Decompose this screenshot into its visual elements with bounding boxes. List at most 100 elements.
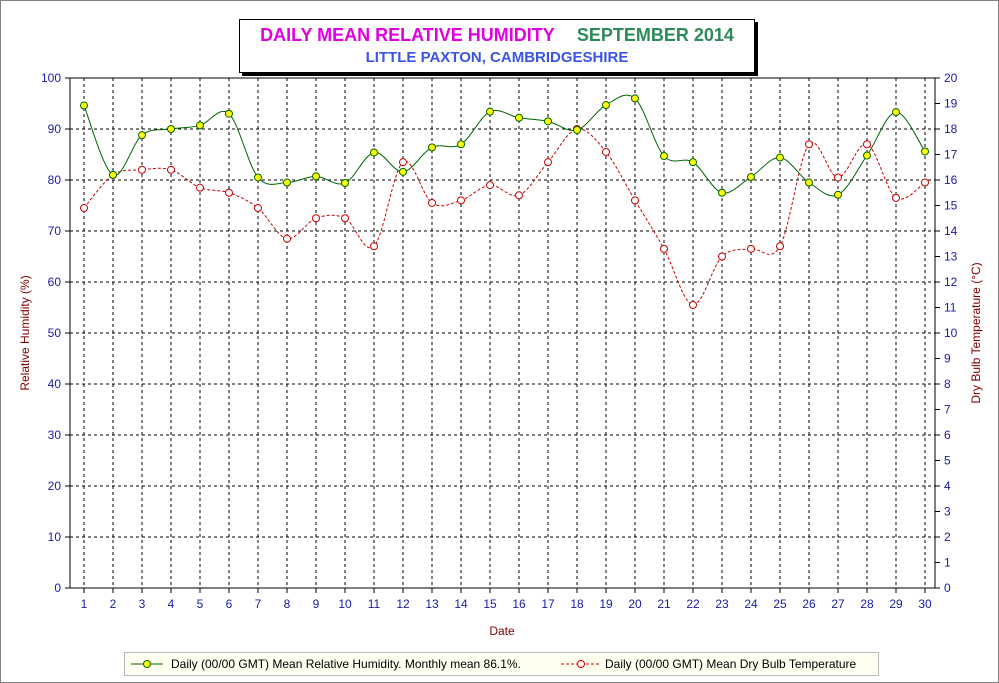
temperature-point [283, 234, 291, 243]
chart-title: DAILY MEAN RELATIVE HUMIDITY SEPTEMBER 20… [240, 25, 754, 46]
x-tick-label: 26 [802, 597, 816, 611]
y2-tick-label: 9 [944, 352, 951, 366]
humidity-point [80, 101, 88, 110]
humidity-point [312, 172, 320, 181]
temperature-point [167, 165, 175, 174]
y-tick-label: 50 [48, 326, 62, 340]
y2-tick-label: 11 [944, 301, 957, 315]
y-axis-label: Relative Humidity (%) [18, 275, 32, 390]
x-tick-label: 14 [454, 597, 468, 611]
temperature-point [196, 183, 204, 192]
x-tick-label: 23 [715, 597, 729, 611]
x-tick-label: 28 [860, 597, 874, 611]
legend: Daily (00/00 GMT) Mean Relative Humidity… [124, 652, 879, 676]
x-tick-label: 5 [197, 597, 204, 611]
humidity-point [892, 108, 900, 117]
y2-tick-label: 10 [944, 326, 958, 340]
humidity-point [370, 148, 378, 157]
x-tick-label: 25 [773, 597, 787, 611]
humidity-point [138, 131, 146, 140]
humidity-point [196, 121, 204, 130]
legend-temperature-label: Daily (00/00 GMT) Mean Dry Bulb Temperat… [605, 657, 857, 671]
x-tick-label: 29 [889, 597, 903, 611]
temperature-point [747, 244, 755, 253]
temperature-point [399, 158, 407, 167]
y2-tick-label: 12 [944, 275, 958, 289]
humidity-point [486, 107, 494, 116]
x-tick-label: 18 [570, 597, 584, 611]
humidity-point [515, 113, 523, 122]
y-tick-label: 60 [48, 275, 62, 289]
y2-axis-label: Dry Bulb Temperature (°C) [969, 262, 983, 403]
temperature-point [631, 196, 639, 205]
temperature-point [486, 181, 494, 190]
humidity-point [428, 143, 436, 152]
temperature-point [225, 188, 233, 197]
x-tick-label: 20 [628, 597, 642, 611]
humidity-point [921, 147, 929, 156]
humidity-point [747, 172, 755, 181]
chart-title-month: SEPTEMBER 2014 [576, 25, 734, 45]
x-tick-label: 24 [744, 597, 758, 611]
temperature-line [83, 128, 926, 306]
temperature-point [515, 191, 523, 200]
y-tick-label: 40 [48, 377, 62, 391]
temperature-point [254, 204, 262, 213]
temperature-point [776, 242, 784, 251]
x-tick-label: 2 [110, 597, 117, 611]
humidity-point [254, 173, 262, 182]
temperature-point [834, 173, 842, 182]
y2-tick-label: 20 [944, 71, 958, 85]
y-tick-label: 0 [54, 581, 61, 595]
temperature-point [689, 300, 697, 309]
humidity-point [544, 117, 552, 126]
y2-tick-label: 5 [944, 454, 951, 468]
x-tick-label: 22 [686, 597, 700, 611]
y2-tick-label: 2 [944, 530, 951, 544]
y2-tick-label: 15 [944, 199, 958, 213]
humidity-point [602, 101, 610, 110]
x-tick-label: 15 [483, 597, 497, 611]
x-axis-label: Date [489, 624, 515, 638]
x-tick-label: 21 [657, 597, 671, 611]
humidity-line [83, 94, 926, 197]
humidity-point [341, 179, 349, 188]
temperature-point [718, 252, 726, 261]
humidity-point [834, 190, 842, 199]
x-tick-label: 1 [81, 597, 88, 611]
x-tick-label: 3 [139, 597, 146, 611]
y2-tick-label: 4 [944, 479, 951, 493]
temperature-point [892, 193, 900, 202]
chart-title-main: DAILY MEAN RELATIVE HUMIDITY [260, 25, 555, 45]
x-tick-label: 10 [338, 597, 352, 611]
temperature-point [80, 204, 88, 213]
humidity-point [718, 188, 726, 197]
y2-tick-label: 18 [944, 122, 958, 136]
x-tick-label: 19 [599, 597, 613, 611]
temperature-point [863, 140, 871, 149]
x-tick-label: 9 [313, 597, 320, 611]
y2-tick-label: 3 [944, 505, 951, 519]
x-tick-label: 13 [425, 597, 439, 611]
temperature-point [138, 165, 146, 174]
temperature-point [341, 214, 349, 223]
y2-tick-label: 8 [944, 377, 951, 391]
y-tick-label: 90 [48, 122, 62, 136]
y-tick-label: 20 [48, 479, 62, 493]
humidity-point [457, 140, 465, 149]
y-tick-label: 70 [48, 224, 62, 238]
x-tick-label: 7 [255, 597, 262, 611]
temperature-point [602, 147, 610, 156]
temperature-point [805, 140, 813, 149]
humidity-point [776, 153, 784, 162]
y-tick-label: 100 [41, 71, 61, 85]
x-tick-label: 16 [512, 597, 526, 611]
x-tick-label: 4 [168, 597, 175, 611]
y2-tick-label: 19 [944, 97, 958, 111]
x-tick-label: 27 [831, 597, 845, 611]
x-tick-label: 8 [284, 597, 291, 611]
y2-tick-label: 13 [944, 250, 958, 264]
temperature-series [80, 125, 929, 309]
